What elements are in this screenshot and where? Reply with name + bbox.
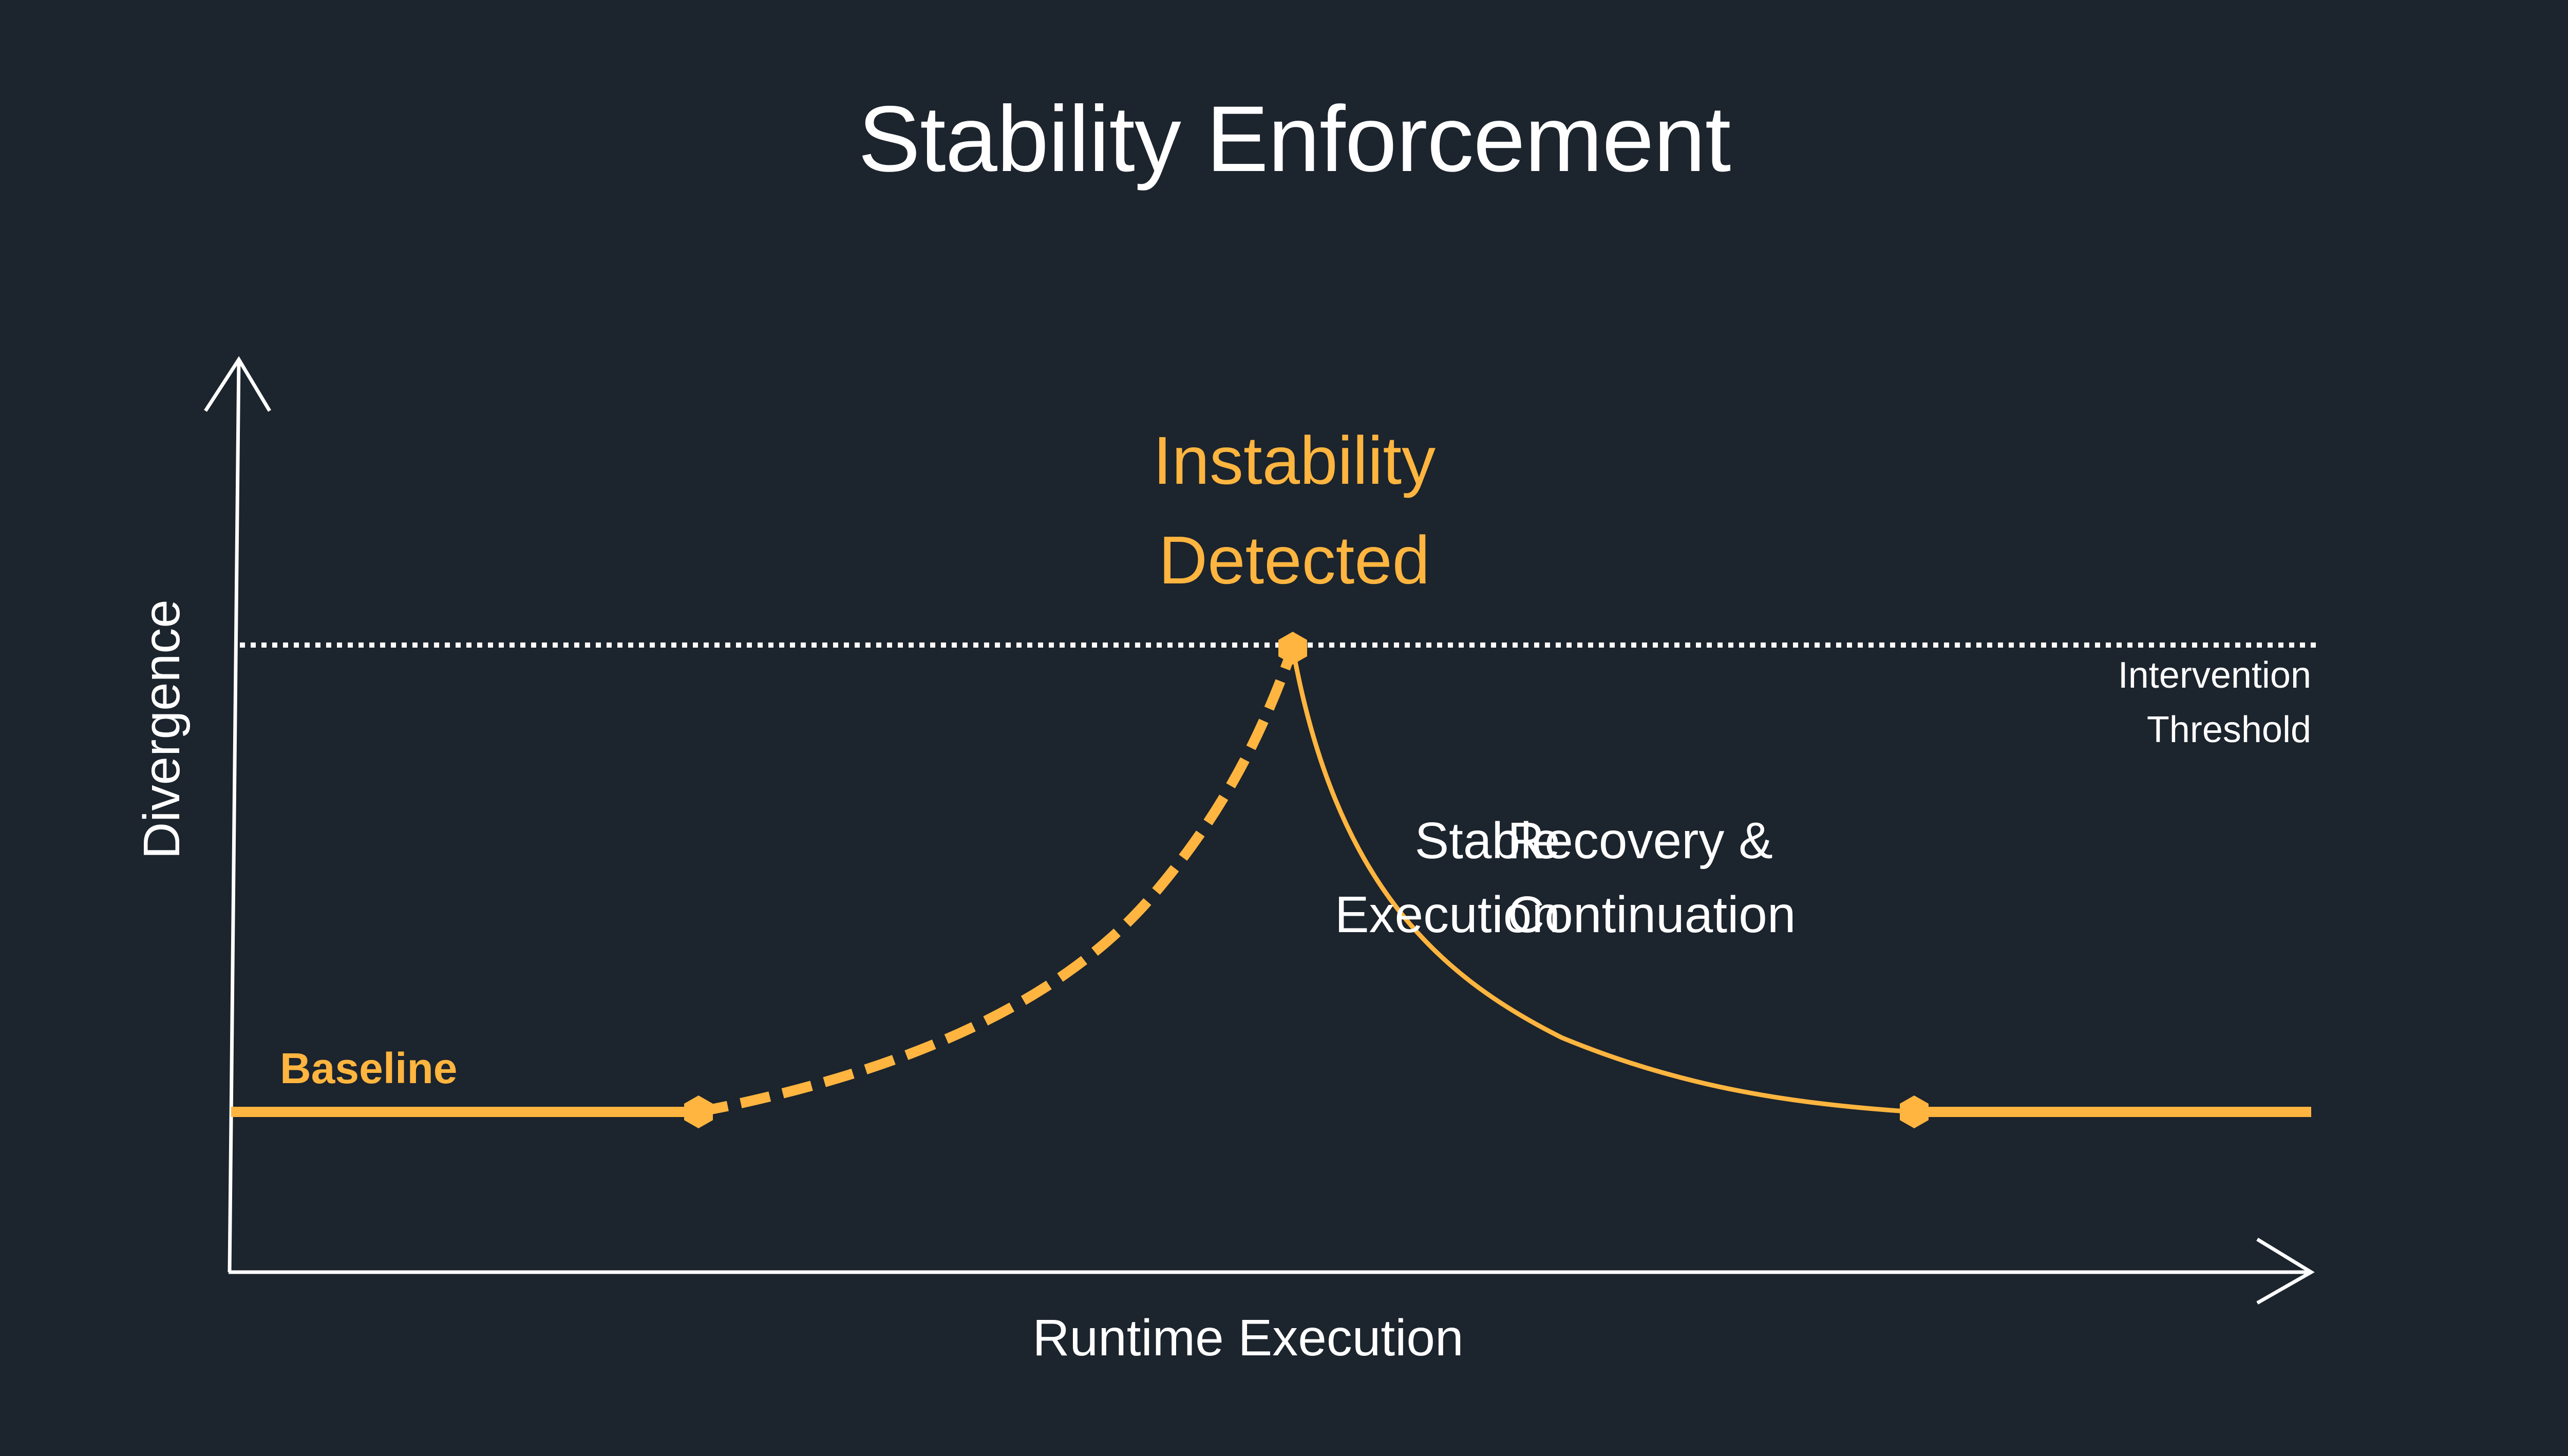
recovery-curve bbox=[1290, 648, 1915, 1114]
marker-deviation-start-icon bbox=[684, 1095, 713, 1128]
x-axis-arrow-icon bbox=[2256, 1238, 2315, 1305]
y-axis bbox=[204, 356, 272, 1273]
peak-annotation: Instability Detected bbox=[1153, 423, 1436, 598]
marker-recovery-end-icon bbox=[1900, 1095, 1929, 1128]
marker-peak-icon bbox=[1278, 632, 1307, 665]
y-axis-label: Divergence bbox=[133, 599, 191, 859]
stable-execution-curve bbox=[697, 646, 1298, 1117]
x-axis bbox=[229, 1238, 2315, 1305]
threshold-label: Intervention Threshold bbox=[2118, 655, 2311, 750]
chart-title: Stability Enforcement bbox=[858, 86, 1731, 191]
x-axis-label: Runtime Execution bbox=[1032, 1309, 1464, 1367]
baseline-label: Baseline bbox=[280, 1044, 458, 1092]
stable-execution-label: Stable Execution bbox=[1334, 812, 1560, 943]
recovery-label: Recovery & Continuation bbox=[1507, 812, 1796, 943]
y-axis-arrow-icon bbox=[204, 356, 272, 412]
